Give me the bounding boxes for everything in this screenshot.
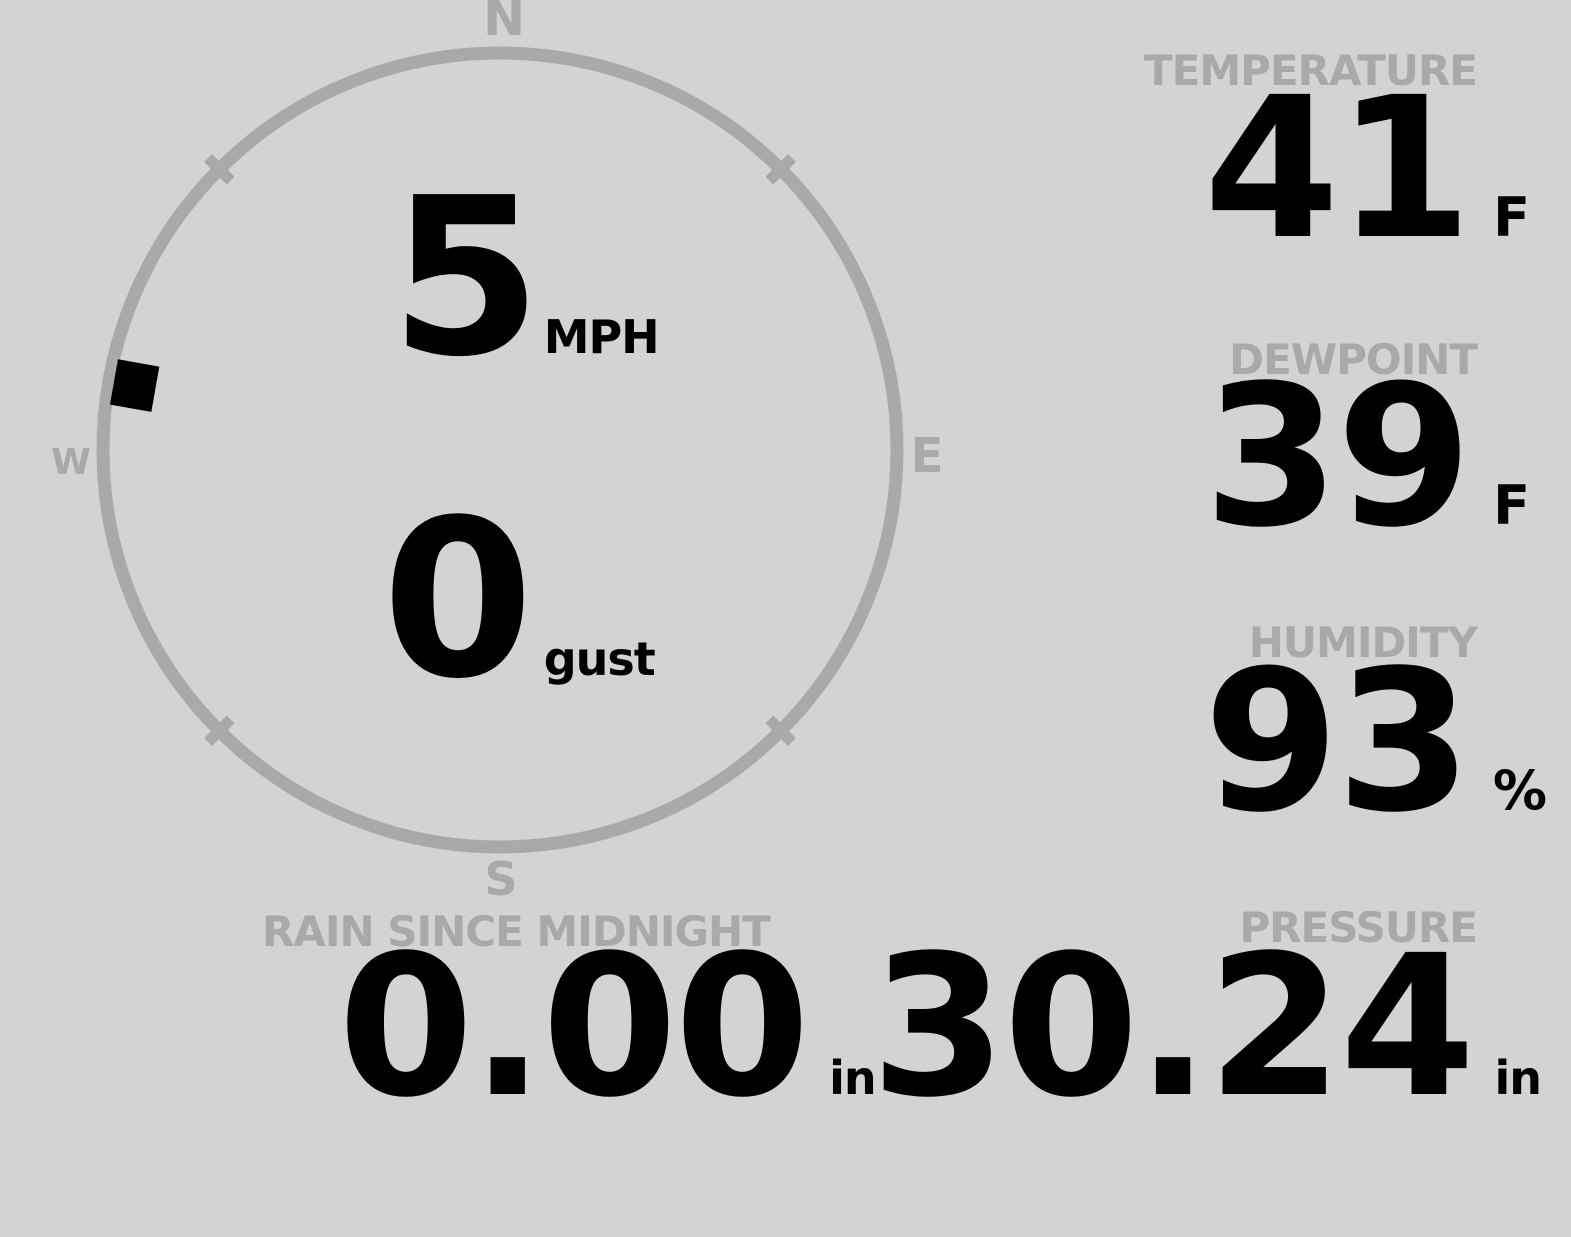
dewpoint-readout: 39 F [1204, 359, 1530, 554]
humidity-label: HUMIDITY [1248, 618, 1478, 667]
dewpoint-label: DEWPOINT [1229, 335, 1478, 384]
humidity-value: 93 [1203, 628, 1472, 855]
humidity-unit: % [1492, 759, 1547, 822]
dewpoint-unit: F [1493, 474, 1530, 537]
humidity-readout: 93% [1204, 644, 1547, 839]
temperature-readout: 41 F [1204, 71, 1530, 266]
temperature-unit: F [1493, 186, 1530, 249]
compass-tick-sw [204, 715, 235, 746]
wind-gust-unit: gust [543, 632, 656, 686]
compass-tick-ne [765, 154, 796, 185]
rain-readout: 0.00 in [338, 929, 877, 1124]
wind-direction-marker [109, 359, 160, 412]
compass-label-north: N [483, 0, 525, 47]
dewpoint-value: 39 [1203, 343, 1472, 570]
rain-value: 0.00 [338, 913, 810, 1140]
compass-label-east: E [910, 428, 944, 484]
temperature-value: 41 [1203, 55, 1472, 282]
wind-speed-value: 5 [390, 152, 542, 405]
wind-gust-readout: 0 gust [382, 492, 656, 710]
wind-speed-unit: MPH [543, 310, 660, 364]
pressure-value: 30.24 [870, 913, 1476, 1140]
compass-tick-se [765, 715, 796, 746]
pressure-label: PRESSURE [1239, 903, 1478, 952]
wind-gust-value: 0 [382, 474, 534, 727]
temperature-label: TEMPERATURE [1144, 46, 1478, 95]
pressure-readout: 30.24 in [871, 929, 1542, 1124]
compass-label-south: S [484, 852, 518, 906]
compass-label-west: W [51, 442, 91, 483]
pressure-unit: in [1494, 1051, 1542, 1105]
rain-label: RAIN SINCE MIDNIGHT [262, 907, 771, 956]
wind-speed-readout: 5MPH [390, 170, 660, 388]
rain-unit: in [829, 1051, 877, 1105]
compass-tick-nw [204, 154, 235, 185]
compass-ring [96, 46, 904, 854]
compass-ring-svg [96, 46, 904, 854]
